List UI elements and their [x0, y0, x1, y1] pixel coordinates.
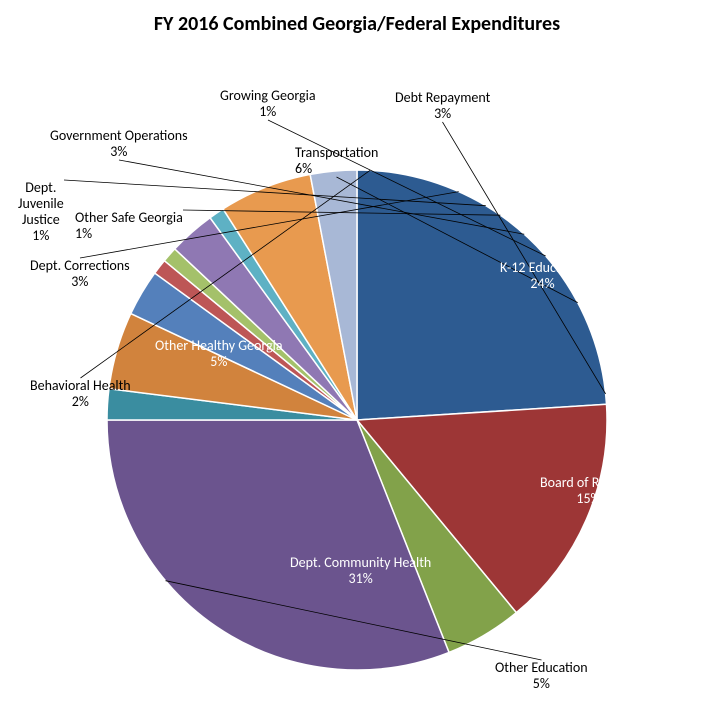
slice-label: K-12 Education24% [500, 260, 585, 292]
slice-label: Transportation6% [295, 145, 378, 177]
pie-chart: K-12 Education24% Board of Regents15% Othe… [0, 0, 714, 714]
slice-label: Dept. Community Health31% [290, 555, 431, 587]
slice-label: Dept. Corrections3% [30, 258, 130, 290]
slice-label: Behavioral Health2% [30, 378, 131, 410]
slice-label: Other Healthy Georgia5% [155, 338, 283, 370]
slice-label: Other Safe Georgia1% [75, 210, 183, 242]
slice-label: Government Operations3% [50, 128, 188, 160]
slice-label: Debt Repayment3% [395, 90, 490, 122]
slice-label: Growing Georgia1% [220, 88, 316, 120]
pie-svg [0, 0, 714, 714]
slice-label: Other Education5% [495, 660, 588, 692]
chart-container: { "chart": { "type": "pie", "title": "FY… [0, 0, 714, 714]
slice-label: Board of Regents15% [540, 475, 637, 507]
slice-label: Dept.JuvenileJustice1% [18, 180, 64, 244]
